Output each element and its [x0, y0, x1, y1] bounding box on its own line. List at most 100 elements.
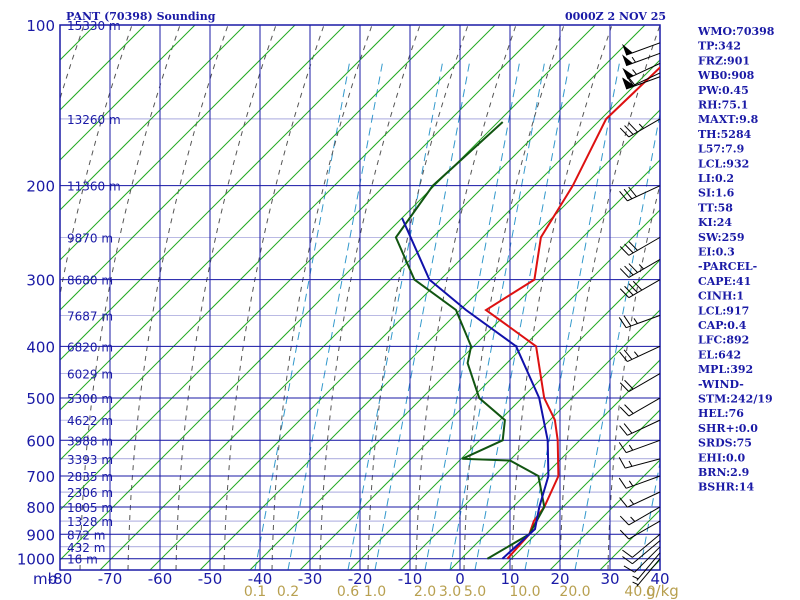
mixing-ratio-tick-label: 20.0: [559, 584, 590, 600]
mixing-ratio-unit-label: g/kg: [646, 582, 679, 600]
wind-barb-staff: [627, 345, 661, 362]
wind-barb-staff: [626, 76, 661, 90]
moist-adiabat-line: [60, 25, 133, 298]
dry-adiabat-line: [60, 25, 196, 161]
dry-adiabats: [0, 25, 800, 570]
wind-barb-full: [623, 349, 633, 360]
moist-adiabat-line: [607, 182, 660, 570]
wind-barb: [619, 345, 661, 362]
mixing-ratio-line: [374, 59, 471, 570]
temperature-tick-label: -60: [148, 570, 173, 588]
wind-barb-pennant: [622, 67, 634, 79]
moist-adiabat-line: [127, 25, 229, 570]
wind-barb-full: [623, 565, 635, 573]
height-label: 4622 m: [67, 414, 113, 428]
moist-adiabat-line: [463, 25, 565, 570]
mixing-ratio-tick-label: 10.0: [509, 584, 540, 600]
wind-barb-staff: [628, 520, 661, 540]
wind-barb-full: [628, 263, 638, 273]
wind-barb-staff: [632, 533, 661, 558]
wind-barb-full: [619, 190, 628, 202]
index-entry: HEL:76: [698, 407, 744, 420]
height-label: 3988 m: [67, 434, 113, 448]
wind-barb-staff: [628, 279, 661, 299]
wind-barb-full: [623, 315, 632, 327]
wind-barb: [622, 42, 661, 56]
moist-adiabat-line: [79, 25, 181, 570]
wind-barb-pennant: [622, 54, 633, 66]
wind-barb-pennant: [622, 77, 633, 90]
wind-barb-full: [626, 74, 636, 86]
wind-barb: [619, 419, 661, 436]
wind-barb-full: [628, 241, 638, 251]
index-entry: KI:24: [698, 216, 732, 229]
mixing-ratio-line: [449, 59, 546, 570]
wind-barb-full: [622, 556, 633, 565]
mixing-ratio-line: [254, 59, 351, 570]
wind-barb-full: [623, 423, 633, 434]
wind-barb: [618, 475, 661, 489]
wind-barb: [618, 314, 661, 329]
pressure-unit-label: mb: [33, 570, 57, 588]
wind-barb-full: [624, 125, 634, 135]
pressure-tick-label: 700: [26, 468, 55, 486]
temperature-tick-label: -50: [198, 570, 223, 588]
wind-barb: [619, 185, 661, 202]
mixing-ratio-line: [287, 59, 384, 570]
wind-barb: [622, 52, 661, 67]
index-entry: BSHR:14: [698, 481, 754, 494]
wind-barb: [619, 236, 661, 256]
index-entry: LCL:932: [698, 157, 749, 170]
height-label: 11360 m: [67, 180, 121, 194]
index-entry: SRDS:75: [698, 437, 752, 450]
wind-barb-full: [624, 404, 634, 414]
pressure-axis-labels: 100 200 300 400 500 600 700 800 900 1000: [17, 17, 55, 569]
wind-barb: [622, 62, 661, 80]
wind-barb-full: [619, 406, 630, 417]
wind-barb-staff: [628, 506, 661, 526]
height-label: 16 m: [67, 553, 98, 567]
wind-barb-staff: [628, 373, 661, 393]
index-entry: LI:0.2: [698, 172, 734, 185]
dry-adiabat-line: [399, 309, 660, 570]
wind-barb-half: [628, 460, 633, 467]
index-entry: WB0:908: [697, 69, 755, 82]
index-entry: MPL:392: [698, 363, 753, 376]
wind-barb: [619, 397, 661, 417]
height-label: 7687 m: [67, 309, 113, 323]
height-label: 432 m: [67, 541, 105, 555]
wind-barb-full: [626, 75, 635, 87]
index-entry: TH:5284: [698, 128, 752, 141]
wind-barb-half: [628, 444, 634, 451]
index-entry: -PARCEL-: [698, 260, 757, 273]
wind-barb-staff: [628, 397, 661, 417]
dry-adiabat-line: [0, 25, 45, 570]
wind-barb-staff: [626, 475, 661, 489]
mixing-ratio-axis-labels: 0.1 0.2 0.6 1.0 2.0 3.0 5.0 10.0 20.0 40.0: [244, 584, 656, 600]
index-entry: MAXT:9.8: [698, 113, 759, 126]
moist-adiabat-line: [511, 25, 613, 570]
mixing-ratio-tick-label: 0.6: [337, 584, 359, 600]
wind-barb-full: [619, 127, 630, 138]
wind-barb-half: [632, 581, 639, 586]
wind-barb: [622, 533, 661, 558]
wind-barb-staff: [626, 42, 661, 56]
pressure-tick-label: 200: [26, 178, 55, 196]
wind-barb: [622, 540, 661, 565]
parcel-trace: [401, 217, 550, 560]
height-labels: 15330 m 13260 m 11360 m 9870 m 8680 m 7687 m 6…: [67, 19, 121, 567]
wind-barb-full: [628, 122, 638, 133]
height-label: 5300 m: [67, 392, 113, 406]
wind-barb-full: [618, 442, 627, 453]
dry-adiabat-line: [449, 359, 660, 570]
temperature-trace: [484, 66, 660, 560]
wind-barb-full: [619, 515, 630, 526]
moist-adiabats: [60, 25, 660, 570]
height-label: 9870 m: [67, 231, 113, 245]
index-entry: -WIND-: [698, 378, 744, 391]
dry-adiabat-line: [199, 109, 660, 570]
dry-adiabat-line: [750, 25, 800, 570]
mixing-ratio-tick-label: 3.0: [439, 584, 461, 600]
